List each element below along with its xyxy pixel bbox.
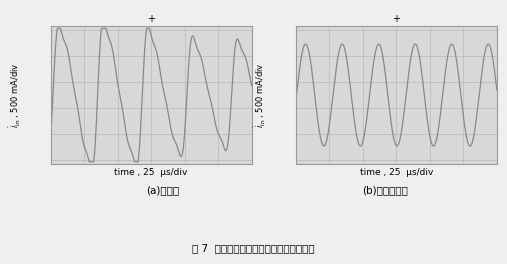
Text: (a)原系统: (a)原系统: [146, 185, 179, 195]
X-axis label: time , 25  μs/div: time , 25 μs/div: [115, 168, 188, 177]
Y-axis label: $\dot{i}_{\mathrm{in}}$ , 500 mA/div: $\dot{i}_{\mathrm{in}}$ , 500 mA/div: [7, 62, 23, 128]
Text: 图 7  不同系统的逆变器输出电流实测波形: 图 7 不同系统的逆变器输出电流实测波形: [192, 243, 315, 253]
Text: +: +: [147, 14, 155, 23]
Text: +: +: [392, 14, 401, 23]
Text: (b)改进型系统: (b)改进型系统: [363, 185, 408, 195]
Y-axis label: $\dot{i}_{\mathrm{in}}$ , 500 mA/div: $\dot{i}_{\mathrm{in}}$ , 500 mA/div: [252, 62, 268, 128]
X-axis label: time , 25  μs/div: time , 25 μs/div: [359, 168, 433, 177]
